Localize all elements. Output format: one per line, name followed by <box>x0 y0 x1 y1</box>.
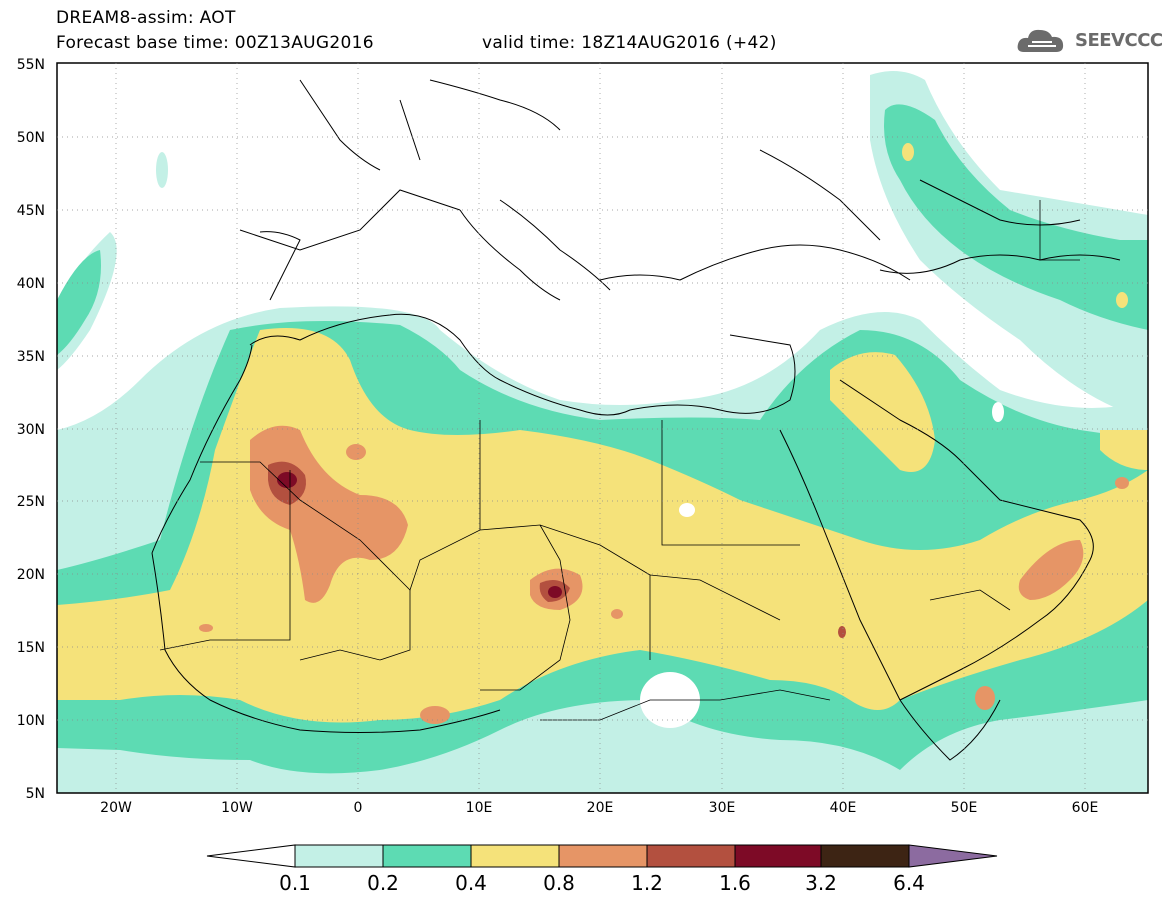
lat-label: 35N <box>17 349 45 365</box>
lat-label: 10N <box>17 713 45 729</box>
colorbar-label: 0.4 <box>455 871 487 895</box>
lat-label: 25N <box>17 494 45 510</box>
logo-text: SEEVCCC <box>1075 30 1163 51</box>
colorbar-swatch <box>646 844 736 868</box>
lat-label: 45N <box>17 203 45 219</box>
colorbar-label: 1.6 <box>719 871 751 895</box>
colorbar-swatch <box>734 844 822 868</box>
colorbar-label: 6.4 <box>893 871 925 895</box>
lon-label: 10E <box>466 800 493 816</box>
colorbar-label: 3.2 <box>805 871 837 895</box>
cloud-logo-icon <box>1017 29 1064 52</box>
lon-label: 40E <box>830 800 857 816</box>
coastlines <box>151 79 1121 761</box>
colorbar-swatch <box>820 844 910 868</box>
lat-label: 50N <box>17 130 45 146</box>
aot-fields <box>57 71 1148 793</box>
colorbar-label: 1.2 <box>631 871 663 895</box>
lon-label: 30E <box>709 800 736 816</box>
lat-label: 40N <box>17 276 45 292</box>
lat-label: 15N <box>17 640 45 656</box>
political-borders <box>159 200 1080 721</box>
colorbar-swatch <box>558 844 648 868</box>
aot-band-1-6 <box>277 472 562 598</box>
colorbar-label: 0.8 <box>543 871 575 895</box>
lon-label: 20W <box>100 800 132 816</box>
colorbar-swatch <box>294 844 384 868</box>
forecast-base-time: Forecast base time: 00Z13AUG2016 <box>56 33 374 53</box>
lat-label: 30N <box>17 422 45 438</box>
graticule <box>57 63 1148 793</box>
colorbar-swatch <box>382 844 472 868</box>
lat-label: 55N <box>17 57 45 73</box>
valid-time: valid time: 18Z14AUG2016 (+42) <box>482 33 777 53</box>
colorbar-upper-triangle <box>908 844 998 868</box>
lon-label: 0 <box>354 800 363 816</box>
aot-band-0-4 <box>57 143 1148 723</box>
colorbar-label: 0.1 <box>279 871 311 895</box>
colorbar <box>206 844 998 868</box>
colorbar-labels: 0.1 0.2 0.4 0.8 1.2 1.6 3.2 6.4 <box>279 871 925 895</box>
lon-label: 50E <box>951 800 978 816</box>
latitude-labels: 55N 50N 45N 40N 35N 30N 25N 20N 15N 10N … <box>17 57 45 802</box>
lon-label: 20E <box>587 800 614 816</box>
lon-label: 10W <box>221 800 253 816</box>
colorbar-lower-triangle <box>206 844 296 868</box>
colorbar-swatch <box>470 844 560 868</box>
lat-label: 20N <box>17 567 45 583</box>
lon-label: 60E <box>1072 800 1099 816</box>
lat-label: 5N <box>26 786 45 802</box>
map-frame <box>56 62 1149 794</box>
longitude-labels: 20W 10W 0 10E 20E 30E 40E 50E 60E <box>100 800 1098 816</box>
map-title: DREAM8-assim: AOT <box>56 8 236 28</box>
colorbar-label: 0.2 <box>367 871 399 895</box>
